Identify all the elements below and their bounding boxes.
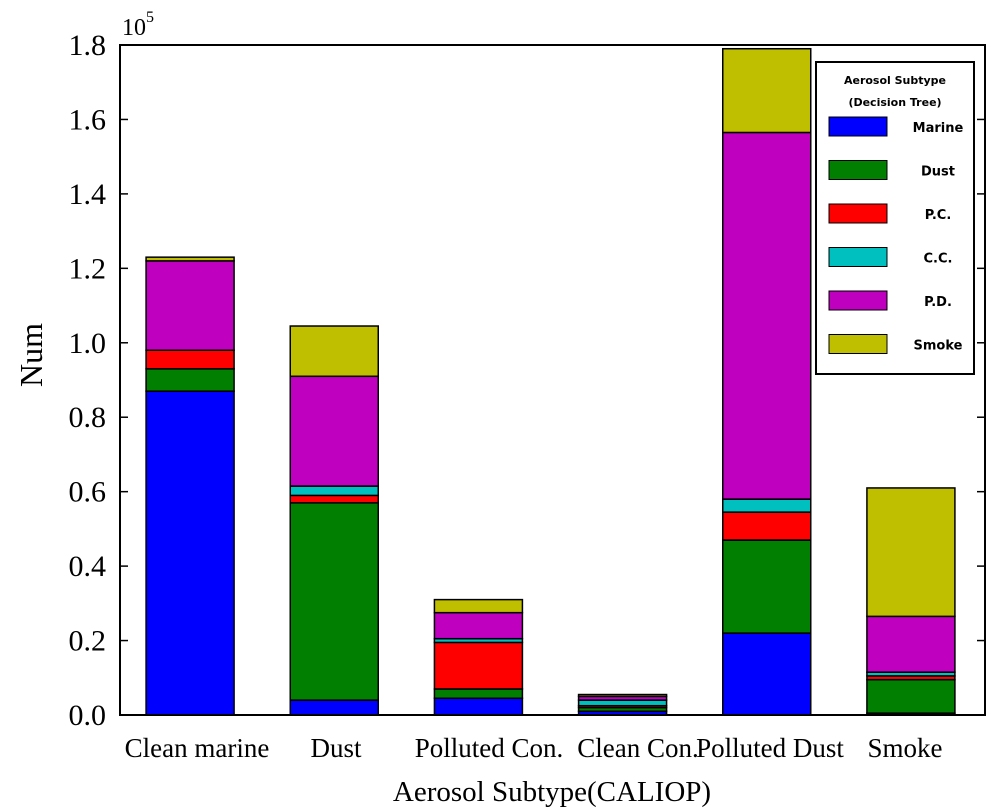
bar-smoke-smoke [866,487,956,618]
bar-polluted-dust-dust [722,539,812,634]
x-tick-label-clean-marine: Clean marine [125,733,270,763]
legend-swatch-dust [828,160,888,180]
bar-clean-marine-dust [145,368,235,392]
bar-polluted-dust-marine [722,632,812,716]
x-tick-label-dust: Dust [310,733,362,763]
bar-polluted-con-dust [433,688,524,700]
bar-polluted-dust-p-c [722,511,812,541]
legend-label-smoke: Smoke [914,339,963,354]
bar-clean-marine-smoke [145,256,235,262]
bar-polluted-con-p-c [433,641,524,690]
y-tick-label: 1.4 [69,178,107,211]
legend-swatch-p-d [828,290,888,311]
x-axis: Clean marine Dust Polluted Con. Clean Con.P… [125,733,943,763]
legend-swatch-p-c [828,203,888,224]
y-tick-label: 1.2 [69,252,107,285]
bar-smoke-p-d [866,615,956,673]
bar-clean-con-smoke [577,693,668,698]
y-tick-label: 1.6 [69,103,107,136]
bar-clean-marine-p-c [145,349,235,370]
bar-polluted-con-smoke [433,598,524,614]
x-tick-label-clean-con: Clean Con. [577,733,699,763]
y-tick-label: 1.8 [69,29,107,62]
legend-items: Marine Dust P.C. C.C. P.D. Smoke [828,116,964,354]
legend-label-p-d: P.D. [924,295,952,310]
bar-clean-con-c-c [577,699,668,707]
bar-dust-c-c [289,485,379,497]
y-exponent-base: 10 [122,15,146,41]
bar-polluted-dust-smoke [722,47,812,134]
x-tick-label-smoke: Smoke [867,733,942,763]
legend-title-line1: Aerosol Subtype [844,74,946,87]
x-tick-label-polluted-dust: Polluted Dust [696,733,844,763]
y-tick-label: 0.6 [69,476,107,509]
bar-polluted-con-p-d [433,611,524,640]
bar-dust-marine [289,699,379,716]
legend-label-c-c: C.C. [924,252,953,267]
x-tick-label-polluted-con: Polluted Con. [415,733,564,763]
y-axis-label: Num [13,323,49,387]
y-exponent-power: 5 [146,9,154,26]
bar-polluted-dust-c-c [722,498,812,513]
bar-polluted-con-marine [433,697,524,716]
bar-clean-marine-marine [145,390,235,716]
y-tick-label: 0.8 [69,401,107,434]
plot-frame [119,44,986,716]
bar-dust-dust [289,502,379,701]
bar-smoke-dust [866,678,956,714]
x-axis-label: Aerosol Subtype(CALIOP) [393,776,711,808]
legend-label-marine: Marine [913,121,964,136]
legend-swatch-c-c [828,247,888,267]
legend-swatch-marine [828,116,888,137]
y-tick-label: 0.4 [69,550,107,583]
bar-dust-smoke [289,325,379,378]
legend: Aerosol Subtype (Decision Tree) Marine Du… [815,61,975,375]
bars-group [145,47,956,716]
legend-label-p-c: P.C. [925,208,952,223]
y-tick-label: 0.2 [69,625,107,658]
y-tick-label: 1.0 [69,327,107,360]
y-axis: 0.0 0.2 0.4 0.6 0.8 1.0 1.2 1.4 1.6 1.8 [69,29,985,732]
legend-label-dust: Dust [921,165,955,180]
y-tick-label: 0.0 [69,699,107,732]
bar-dust-p-c [289,494,379,504]
bar-polluted-dust-p-d [722,131,812,500]
bar-clean-marine-p-d [145,260,235,351]
bar-dust-p-d [289,375,379,487]
legend-title-line2: (Decision Tree) [848,96,941,109]
legend-swatch-smoke [828,334,888,354]
